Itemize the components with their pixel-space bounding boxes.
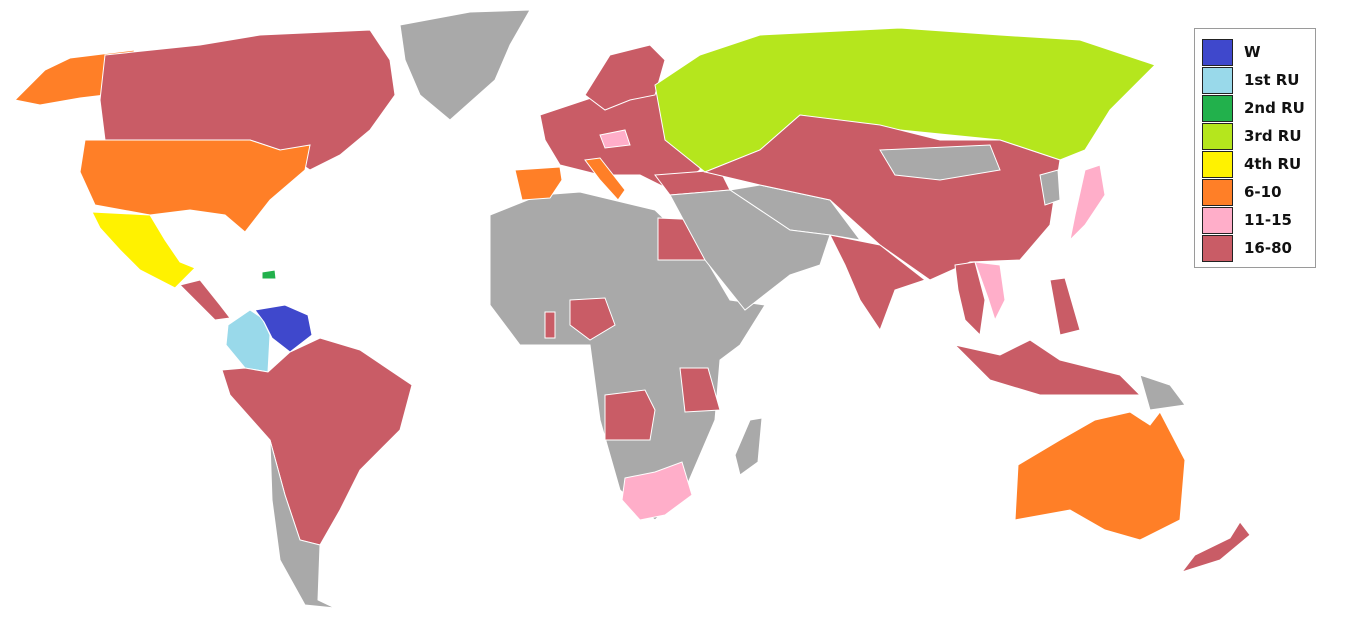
region-scandinavia[interactable] <box>584 44 666 111</box>
region-italy[interactable] <box>584 157 626 201</box>
legend-label: 11-15 <box>1244 211 1292 229</box>
region-india[interactable] <box>829 234 927 332</box>
region-ghana[interactable] <box>544 311 556 339</box>
legend-item: 2nd RU <box>1202 94 1305 122</box>
legend: W 1st RU 2nd RU 3rd RU 4th RU 6-10 11-15… <box>1194 28 1316 268</box>
legend-swatch <box>1202 38 1233 66</box>
legend-item: 1st RU <box>1202 66 1300 94</box>
region-korea[interactable] <box>1039 169 1061 206</box>
region-nigeria[interactable] <box>569 297 616 341</box>
legend-label: 6-10 <box>1244 183 1282 201</box>
legend-item: 3rd RU <box>1202 122 1302 150</box>
region-central-america[interactable] <box>179 279 231 321</box>
region-usa[interactable] <box>79 139 311 233</box>
legend-swatch <box>1202 178 1233 206</box>
region-mongolia[interactable] <box>879 144 1001 181</box>
region-colombia[interactable] <box>225 309 271 373</box>
region-south-africa[interactable] <box>621 461 693 521</box>
legend-item: 6-10 <box>1202 178 1282 206</box>
legend-label: 16-80 <box>1244 239 1292 257</box>
region-mexico[interactable] <box>91 211 196 289</box>
legend-label: 3rd RU <box>1244 127 1302 145</box>
legend-swatch <box>1202 206 1233 234</box>
region-south-america[interactable] <box>221 337 413 546</box>
legend-item: 16-80 <box>1202 234 1292 262</box>
region-japan[interactable] <box>1069 164 1106 242</box>
legend-item: 4th RU <box>1202 150 1301 178</box>
region-venezuela[interactable] <box>254 304 313 353</box>
region-chile-argentina[interactable] <box>269 439 336 609</box>
region-dominican-republic[interactable] <box>261 269 277 280</box>
legend-swatch <box>1202 66 1233 94</box>
legend-swatch <box>1202 94 1233 122</box>
legend-item: W <box>1202 38 1261 66</box>
region-new-zealand[interactable] <box>1180 521 1251 573</box>
region-australia[interactable] <box>1014 411 1186 541</box>
region-madagascar[interactable] <box>734 417 763 476</box>
region-middle-east[interactable] <box>669 189 831 311</box>
legend-label: 2nd RU <box>1244 99 1305 117</box>
region-africa[interactable] <box>489 191 766 521</box>
legend-swatch <box>1202 122 1233 150</box>
region-tanzania[interactable] <box>679 367 721 413</box>
region-greenland[interactable] <box>399 9 531 121</box>
legend-label: 1st RU <box>1244 71 1300 89</box>
region-angola[interactable] <box>604 389 656 441</box>
legend-label: W <box>1244 43 1261 61</box>
legend-swatch <box>1202 150 1233 178</box>
region-czech-republic[interactable] <box>599 129 631 149</box>
region-spain[interactable] <box>514 166 563 201</box>
region-vietnam[interactable] <box>974 261 1006 322</box>
legend-label: 4th RU <box>1244 155 1302 173</box>
region-indonesia[interactable] <box>953 339 1142 396</box>
legend-swatch <box>1202 234 1233 262</box>
legend-item: 11-15 <box>1202 206 1292 234</box>
region-papua-new-guinea[interactable] <box>1139 374 1186 411</box>
region-philippines[interactable] <box>1049 277 1081 336</box>
